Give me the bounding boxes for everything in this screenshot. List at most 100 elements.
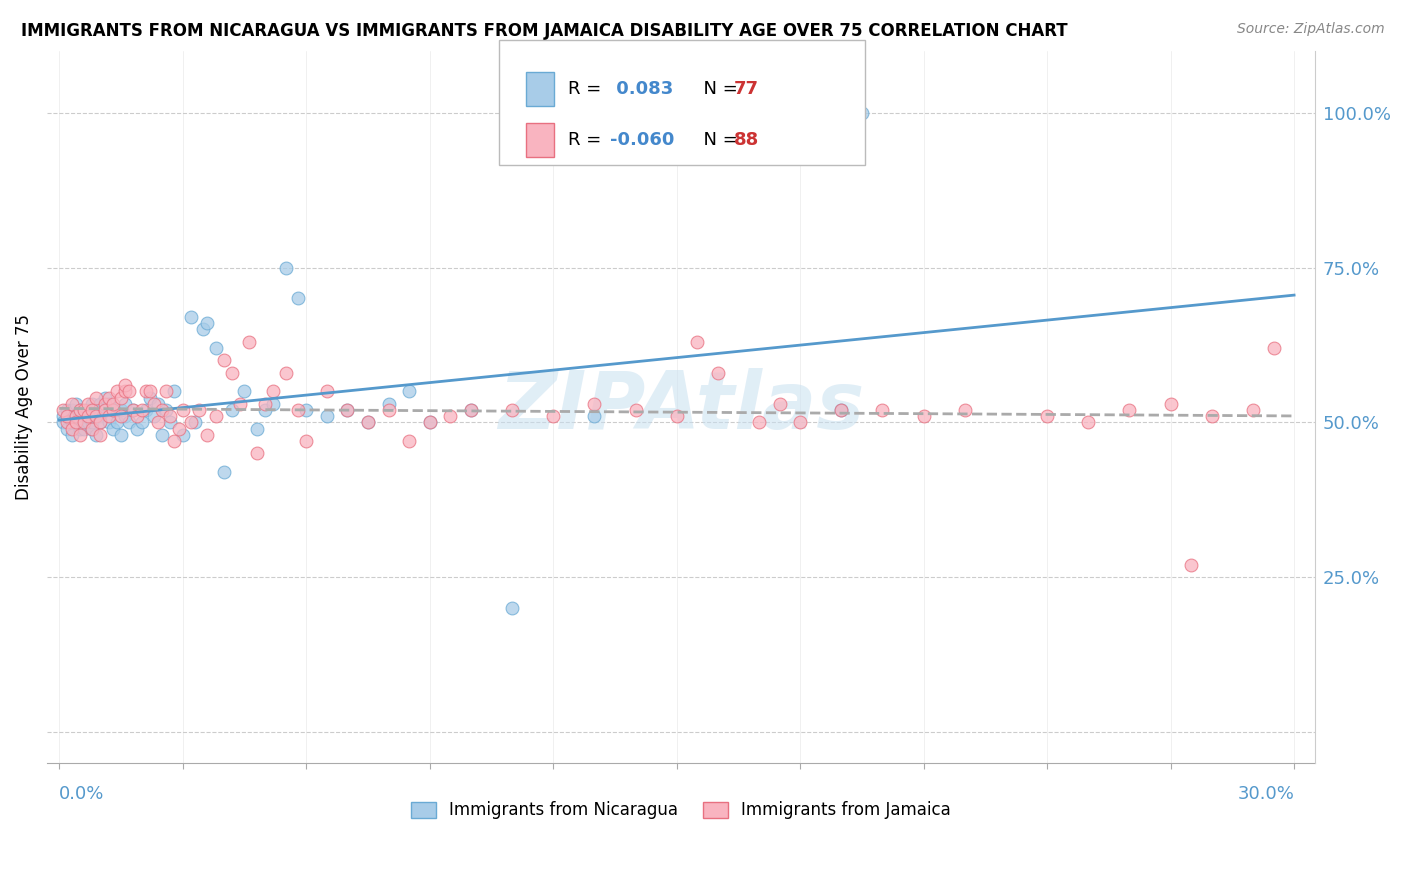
Point [60, 403, 83, 417]
Point [1241, 403, 1264, 417]
Point [254, 403, 277, 417]
Point [155, 384, 177, 399]
Point [830, 403, 852, 417]
Point [135, 403, 157, 417]
Point [101, 403, 124, 417]
Point [686, 334, 709, 349]
Point [172, 403, 194, 417]
Point [73, 403, 96, 417]
Point [89, 416, 111, 430]
Point [768, 397, 790, 411]
Point [501, 601, 523, 615]
Point [127, 421, 149, 435]
Point [60, 427, 83, 442]
Legend: Immigrants from Nicaragua, Immigrants from Jamaica: Immigrants from Nicaragua, Immigrants fr… [404, 795, 957, 826]
Point [262, 384, 284, 399]
Point [65, 416, 87, 430]
Point [110, 391, 132, 405]
Point [93, 403, 115, 417]
Point [77, 409, 100, 424]
Point [139, 391, 162, 405]
Point [84, 403, 107, 417]
Point [707, 366, 730, 380]
Point [377, 403, 399, 417]
Text: IMMIGRANTS FROM NICARAGUA VS IMMIGRANTS FROM JAMAICA DISABILITY AGE OVER 75 CORR: IMMIGRANTS FROM NICARAGUA VS IMMIGRANTS … [21, 22, 1067, 40]
Point [221, 366, 243, 380]
Point [82, 397, 104, 411]
Point [82, 421, 104, 435]
Point [315, 409, 337, 424]
Text: ZIPAtlas: ZIPAtlas [498, 368, 863, 446]
Point [246, 421, 269, 435]
Text: 0.083: 0.083 [610, 79, 673, 97]
Text: 0.0%: 0.0% [59, 785, 104, 803]
Point [114, 397, 136, 411]
Point [419, 416, 441, 430]
Point [93, 391, 115, 405]
Point [60, 397, 83, 411]
Point [188, 403, 211, 417]
Point [56, 409, 79, 424]
Point [419, 416, 441, 430]
Point [197, 427, 219, 442]
Point [105, 416, 128, 430]
Point [163, 434, 186, 448]
Point [541, 409, 564, 424]
Point [336, 403, 359, 417]
Point [84, 427, 107, 442]
Point [105, 384, 128, 399]
Point [84, 409, 107, 424]
Point [77, 416, 100, 430]
Point [150, 427, 173, 442]
Text: N =: N = [692, 79, 744, 97]
Point [221, 403, 243, 417]
Point [69, 416, 91, 430]
Point [624, 403, 647, 417]
Point [377, 397, 399, 411]
Point [56, 421, 79, 435]
Point [127, 409, 149, 424]
Point [212, 353, 235, 368]
Point [233, 384, 256, 399]
Point [180, 416, 202, 430]
Point [789, 416, 811, 430]
Point [159, 409, 181, 424]
Point [131, 403, 153, 417]
Point [89, 397, 111, 411]
Point [97, 409, 120, 424]
Point [460, 403, 482, 417]
Point [52, 416, 75, 430]
Point [184, 416, 207, 430]
Point [82, 403, 104, 417]
Point [89, 409, 111, 424]
Point [172, 427, 194, 442]
Text: N =: N = [692, 131, 744, 149]
Point [238, 334, 260, 349]
Text: -0.060: -0.060 [610, 131, 675, 149]
Point [163, 384, 186, 399]
Point [398, 384, 420, 399]
Point [315, 384, 337, 399]
Point [114, 409, 136, 424]
Point [110, 403, 132, 417]
Point [93, 403, 115, 417]
Point [110, 409, 132, 424]
Point [101, 403, 124, 417]
Point [97, 391, 120, 405]
Point [131, 416, 153, 430]
Point [180, 310, 202, 324]
Point [246, 446, 269, 460]
Point [287, 292, 309, 306]
Point [73, 409, 96, 424]
Point [110, 427, 132, 442]
Point [204, 341, 226, 355]
Point [97, 397, 120, 411]
Point [89, 427, 111, 442]
Point [953, 403, 976, 417]
Point [1263, 341, 1285, 355]
Point [583, 397, 606, 411]
Point [665, 409, 688, 424]
Point [69, 421, 91, 435]
Point [69, 427, 91, 442]
Point [114, 378, 136, 392]
